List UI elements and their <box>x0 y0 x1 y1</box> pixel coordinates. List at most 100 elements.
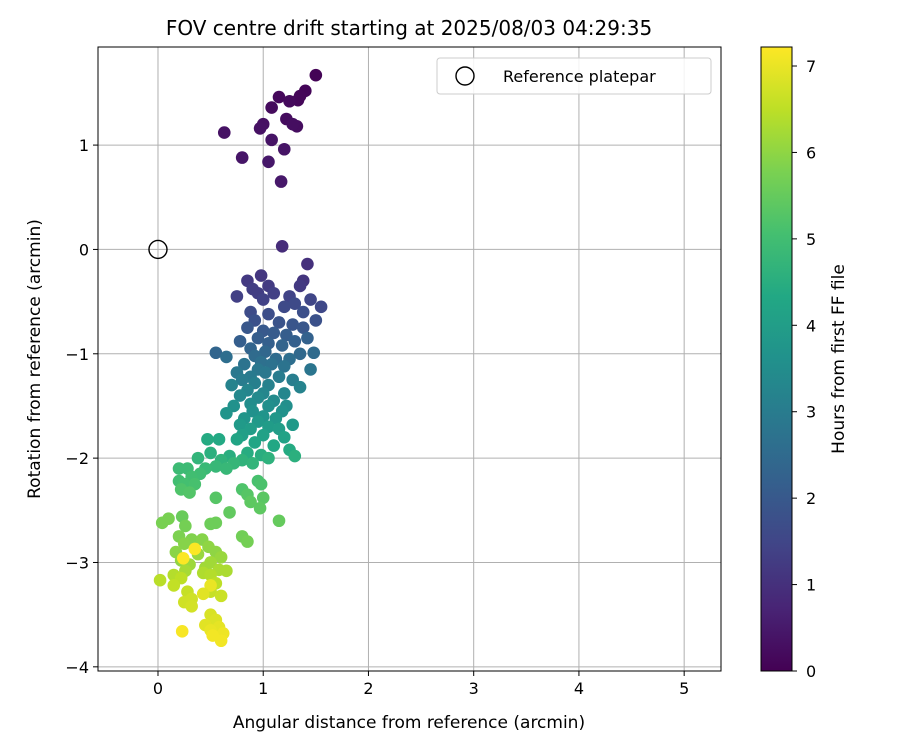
data-point <box>230 290 244 303</box>
data-point <box>253 501 267 515</box>
data-point <box>288 334 302 348</box>
plot-frame <box>97 46 722 672</box>
legend-entry-label: Reference platepar <box>503 67 656 86</box>
data-point <box>254 269 268 282</box>
colorbar-ticks: 0 1 2 3 4 5 6 7 <box>792 57 816 681</box>
chart-title: FOV centre drift starting at 2025/08/03 … <box>166 16 652 40</box>
data-point <box>262 451 275 465</box>
y-axis: 1 0 −1 −2 −3 −4 <box>65 136 98 677</box>
data-point <box>241 535 254 548</box>
data-point <box>272 514 286 528</box>
y-tick-label: −1 <box>65 345 89 364</box>
data-point <box>262 155 275 169</box>
data-point <box>214 589 228 603</box>
data-point <box>167 579 181 592</box>
data-point <box>201 433 214 446</box>
legend: Reference platepar <box>436 57 712 95</box>
data-point <box>275 339 289 352</box>
data-point <box>204 446 217 460</box>
data-point <box>307 346 321 360</box>
data-point <box>267 326 281 340</box>
colorbar-tick-label: 2 <box>806 489 816 508</box>
data-point <box>277 360 291 373</box>
data-point <box>253 122 267 135</box>
colorbar-tick-label: 1 <box>806 576 816 595</box>
data-point <box>286 418 299 432</box>
data-point <box>183 486 196 499</box>
data-point <box>241 321 254 334</box>
y-tick-label: −2 <box>65 449 89 468</box>
data-point <box>272 370 286 384</box>
data-point <box>293 279 307 293</box>
y-tick-label: 0 <box>79 240 89 259</box>
data-point <box>267 439 281 452</box>
colorbar-tick-label: 5 <box>806 230 816 249</box>
colorbar-tick-label: 0 <box>806 662 816 681</box>
x-axis-label: Angular distance from reference (arcmin) <box>233 713 585 733</box>
data-point <box>230 433 244 446</box>
data-point <box>286 318 299 331</box>
data-points <box>153 68 328 648</box>
data-point <box>235 373 249 387</box>
colorbar-label: Hours from first FF file <box>829 264 849 454</box>
data-point <box>277 430 291 444</box>
data-point <box>233 334 247 348</box>
data-point <box>272 90 286 104</box>
colorbar-gradient <box>760 46 793 672</box>
data-point <box>293 380 307 394</box>
colorbar-tick-label: 6 <box>806 143 816 162</box>
legend-marker-open-circle <box>455 66 475 86</box>
reference-platepar-marker <box>148 239 168 260</box>
y-tick-label: −3 <box>65 553 89 572</box>
data-point <box>233 418 247 432</box>
data-point <box>265 133 278 147</box>
y-tick-label: −4 <box>65 658 89 677</box>
data-point <box>269 412 283 425</box>
data-point <box>214 550 228 564</box>
data-point <box>209 491 223 505</box>
data-point <box>209 516 223 530</box>
data-point <box>209 460 223 473</box>
x-axis: 0 1 2 3 4 5 <box>153 671 689 698</box>
data-point <box>209 346 223 360</box>
colorbar-tick-label: 3 <box>806 403 816 422</box>
grid <box>98 47 721 671</box>
data-point <box>296 305 310 319</box>
data-point <box>225 378 238 392</box>
data-point <box>256 428 270 442</box>
data-point <box>309 314 323 327</box>
x-tick-label: 2 <box>363 679 373 698</box>
data-point <box>223 506 236 519</box>
data-point <box>251 331 265 345</box>
data-point <box>153 573 167 587</box>
data-point <box>275 240 289 253</box>
data-point <box>214 634 228 648</box>
data-point <box>175 625 189 638</box>
data-point <box>244 495 257 509</box>
data-point <box>259 345 272 358</box>
data-point <box>220 462 233 475</box>
data-point <box>176 552 190 565</box>
x-tick-label: 5 <box>679 679 689 698</box>
data-point <box>220 350 233 364</box>
data-point <box>301 331 314 345</box>
data-point <box>179 519 192 533</box>
y-axis-label: Rotation from reference (arcmin) <box>25 219 45 499</box>
y-tick-label: 1 <box>79 136 89 155</box>
data-point <box>259 366 272 379</box>
data-point <box>217 126 231 139</box>
data-point <box>233 389 247 402</box>
data-point <box>185 600 198 613</box>
data-point <box>296 321 310 334</box>
data-point <box>256 293 270 306</box>
legend-box <box>436 57 712 95</box>
data-point <box>172 462 186 475</box>
data-point <box>301 257 314 271</box>
x-tick-label: 3 <box>469 679 479 698</box>
data-point <box>304 363 317 376</box>
data-point <box>286 117 299 131</box>
data-point <box>212 433 226 446</box>
data-point <box>246 457 259 470</box>
data-point <box>309 68 323 82</box>
data-point <box>191 451 205 465</box>
